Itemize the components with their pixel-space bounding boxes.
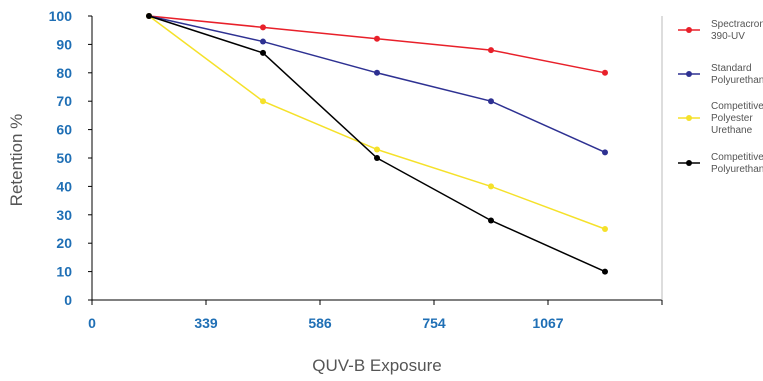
legend-label: Urethane bbox=[711, 125, 753, 136]
legend-label: Standard bbox=[711, 63, 752, 74]
legend-item: CompetitivePolyurethane bbox=[678, 152, 763, 175]
y-tick-label: 80 bbox=[56, 65, 72, 81]
data-point bbox=[260, 24, 266, 31]
y-tick-label: 20 bbox=[56, 235, 72, 251]
data-point bbox=[488, 183, 494, 190]
data-point bbox=[488, 98, 494, 105]
legend-label: Polyurethane bbox=[711, 164, 763, 175]
y-tick-label: 70 bbox=[56, 93, 72, 109]
x-tick-label: 1067 bbox=[532, 315, 563, 331]
data-point bbox=[488, 217, 494, 224]
data-point bbox=[260, 38, 266, 45]
y-tick-label: 0 bbox=[64, 292, 72, 308]
legend-label: Polyurethane bbox=[711, 75, 763, 86]
series-line bbox=[148, 15, 606, 230]
legend-swatch-point bbox=[686, 71, 692, 77]
x-tick-label: 754 bbox=[422, 315, 446, 331]
series-line bbox=[148, 15, 606, 74]
data-point bbox=[374, 35, 380, 42]
legend-swatch-point bbox=[686, 115, 692, 121]
series-line bbox=[148, 15, 606, 273]
data-point bbox=[146, 13, 152, 19]
legend-label: 390-UV bbox=[711, 31, 745, 42]
legend-label: Spectracron bbox=[711, 19, 763, 30]
data-point bbox=[260, 49, 266, 56]
y-tick-label: 30 bbox=[56, 207, 72, 223]
data-point bbox=[374, 155, 380, 161]
legend-label: Competitive bbox=[711, 101, 763, 112]
legend-label: Polyester bbox=[711, 113, 753, 124]
y-tick-label: 50 bbox=[56, 150, 72, 166]
legend: Spectracron390-UVStandardPolyurethaneCom… bbox=[678, 19, 763, 175]
data-point bbox=[374, 146, 380, 153]
legend-label: Competitive bbox=[711, 152, 763, 163]
y-tick-label: 60 bbox=[56, 122, 72, 138]
legend-swatch-point bbox=[686, 160, 692, 166]
x-tick-label: 339 bbox=[194, 315, 218, 331]
data-point bbox=[488, 47, 494, 54]
x-axis-label: QUV-B Exposure bbox=[312, 356, 441, 375]
y-tick-label: 90 bbox=[56, 36, 72, 52]
data-point bbox=[602, 69, 608, 76]
y-tick-label: 100 bbox=[49, 8, 73, 24]
y-tick-label: 40 bbox=[56, 178, 72, 194]
series-4 bbox=[146, 13, 608, 275]
data-point bbox=[260, 98, 266, 105]
legend-item: StandardPolyurethane bbox=[678, 63, 763, 86]
series-group bbox=[146, 13, 608, 275]
series-2 bbox=[146, 13, 608, 156]
legend-swatch-point bbox=[686, 27, 692, 33]
y-axis-label: Retention % bbox=[7, 114, 26, 207]
x-ticks: 0 339 586 754 1067 bbox=[88, 300, 663, 331]
x-tick-label: 0 bbox=[88, 315, 96, 331]
data-point bbox=[602, 149, 608, 156]
x-tick-label: 586 bbox=[308, 315, 332, 331]
data-point bbox=[602, 226, 608, 232]
data-point bbox=[602, 268, 608, 275]
data-point bbox=[374, 69, 380, 76]
y-ticks: 0 10 20 30 40 50 60 70 80 90 100 bbox=[49, 8, 92, 308]
y-tick-label: 10 bbox=[56, 264, 72, 280]
